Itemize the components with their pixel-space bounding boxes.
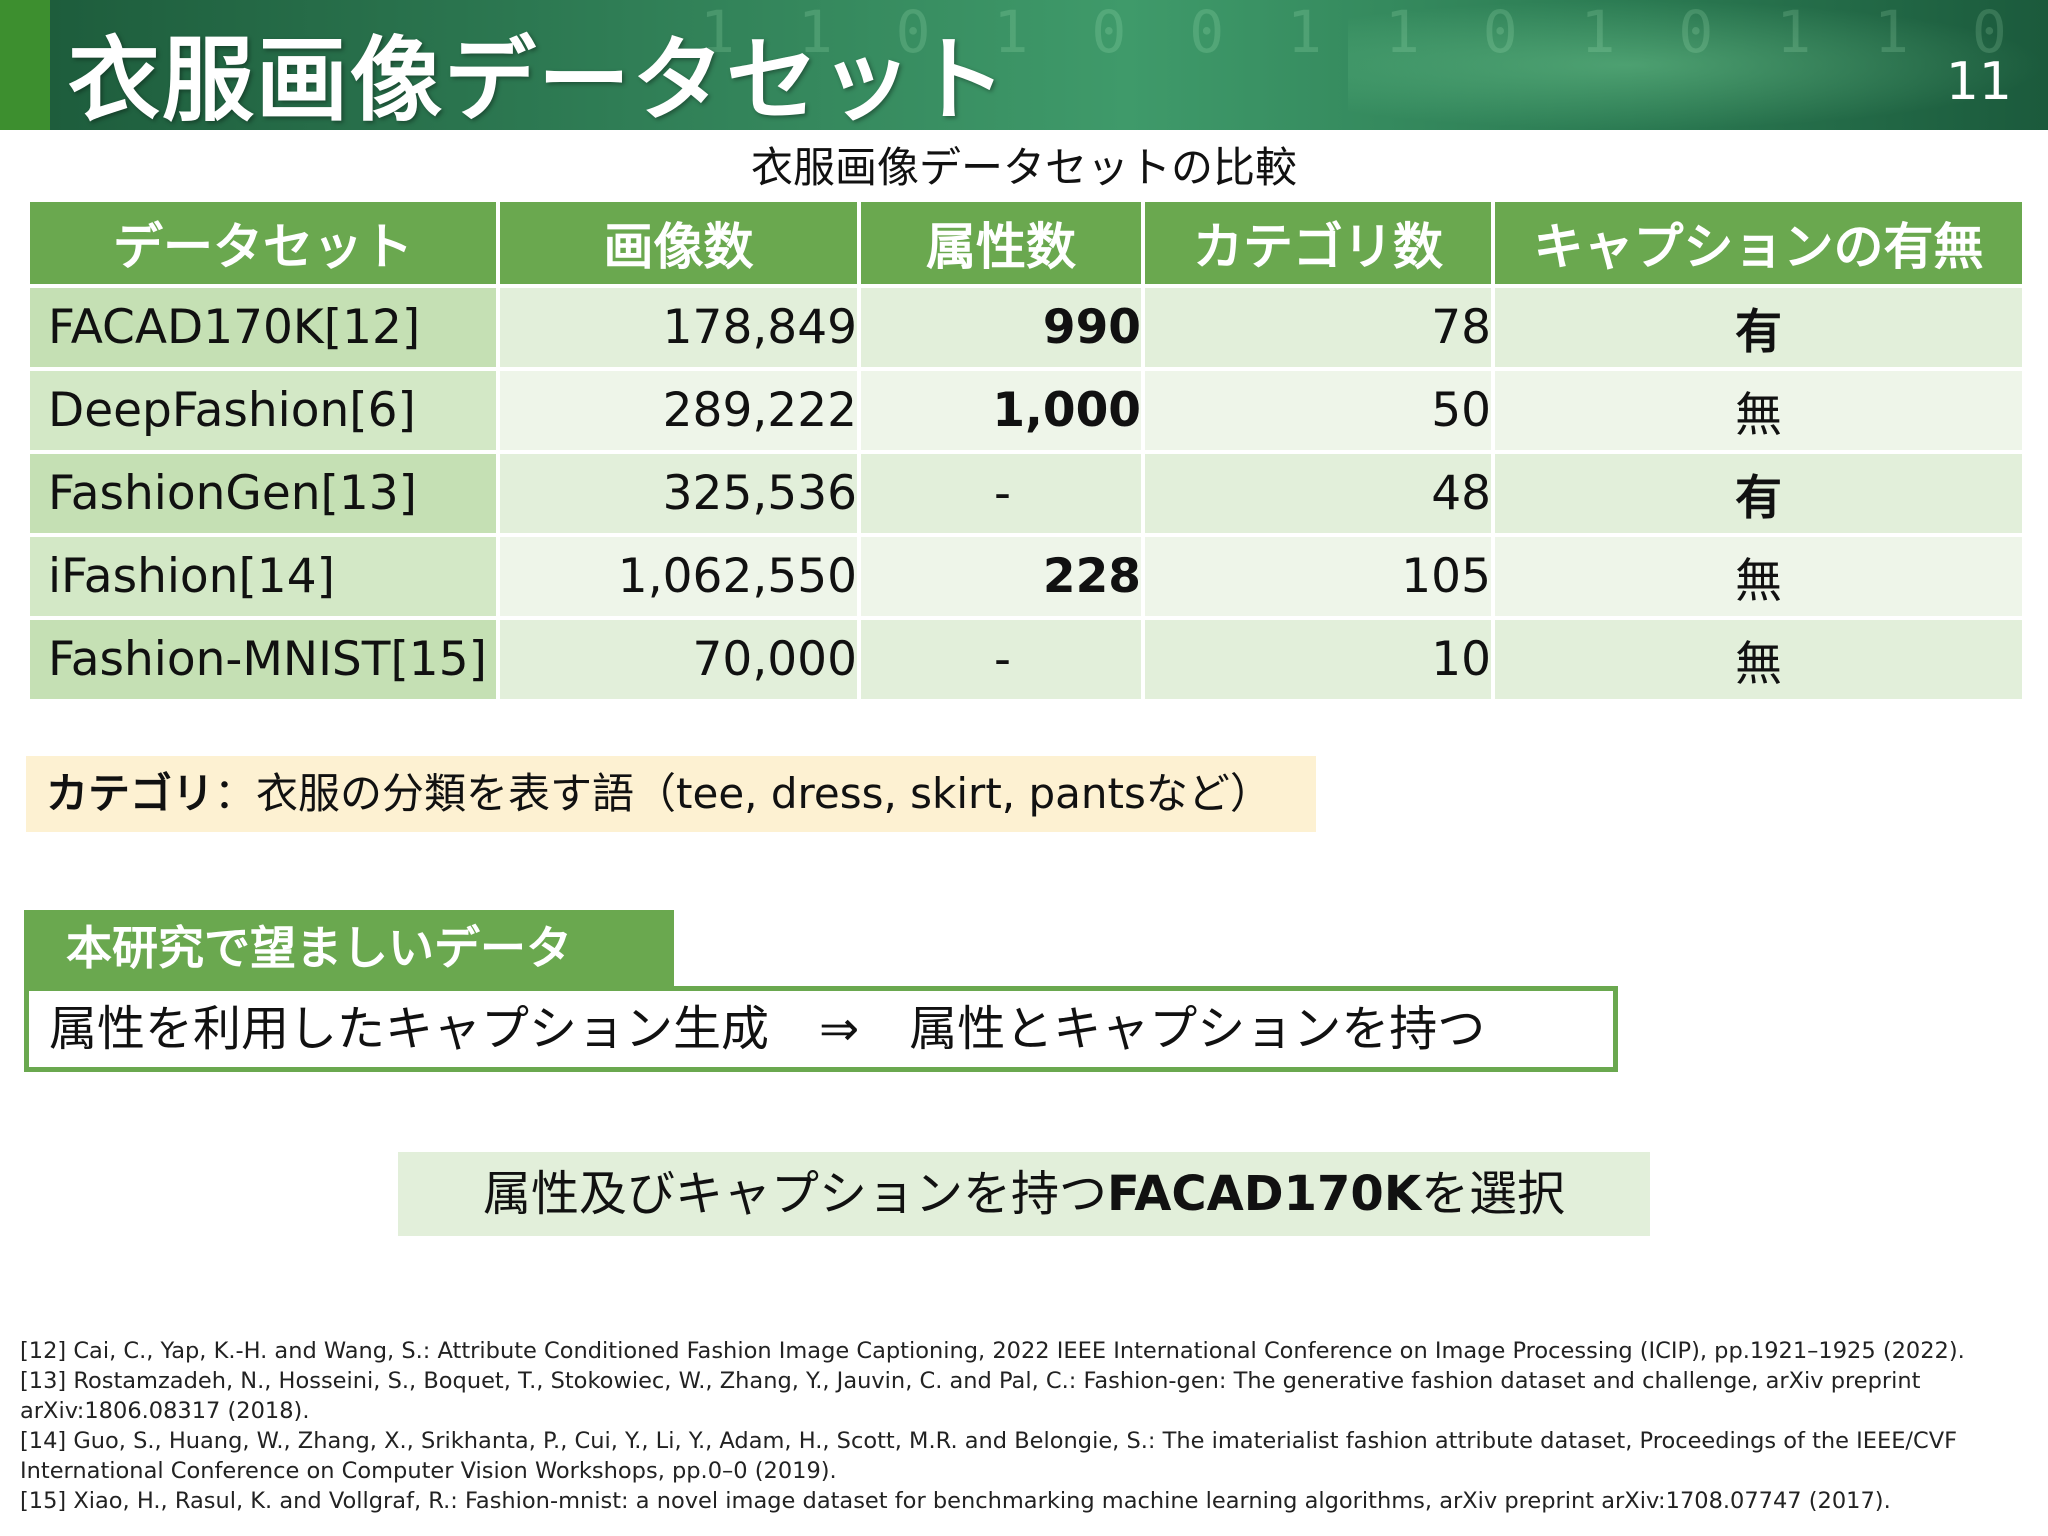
header-caption: キャプションの有無 [1495, 202, 2022, 284]
category-definition: ：衣服の分類を表す語（tee, dress, skirt, pantsなど） [214, 769, 1272, 818]
caption-availability: 無 [1495, 371, 2022, 450]
image-count: 289,222 [500, 371, 857, 450]
header-categories: カテゴリ数 [1145, 202, 1491, 284]
attribute-count: - [861, 454, 1141, 533]
image-count: 178,849 [500, 288, 857, 367]
desired-requirement: 属性とキャプションを持つ [909, 1001, 1486, 1057]
page-number: 11 [1945, 52, 2012, 112]
reference-item: [15] Xiao, H., Rasul, K. and Vollgraf, R… [20, 1488, 1891, 1514]
conclusion-suffix: を選択 [1421, 1166, 1566, 1222]
image-count: 70,000 [500, 620, 857, 699]
image-count: 325,536 [500, 454, 857, 533]
dataset-name: Fashion-MNIST[15] [30, 620, 496, 699]
arrow-icon: ⇒ [819, 1001, 860, 1057]
references: [12] Cai, C., Yap, K.-H. and Wang, S.: A… [20, 1336, 2030, 1516]
header-attributes: 属性数 [861, 202, 1141, 284]
slide-header: 1 1 0 1 0 0 1 1 0 1 0 1 1 0 0 1 0 1 1 0 … [0, 0, 2048, 130]
table-caption: 衣服画像データセットの比較 [750, 143, 1297, 192]
conclusion-box: 属性及びキャプションを持つFACAD170Kを選択 [398, 1152, 1650, 1236]
header-images: 画像数 [500, 202, 857, 284]
dataset-name: DeepFashion[6] [30, 371, 496, 450]
header-dataset: データセット [30, 202, 496, 284]
table-row: FashionGen[13] 325,536 - 48 有 [30, 454, 2022, 533]
caption-availability: 無 [1495, 620, 2022, 699]
category-count: 50 [1145, 371, 1491, 450]
conclusion-prefix: 属性及びキャプションを持つ [482, 1166, 1107, 1222]
reference-item: [12] Cai, C., Yap, K.-H. and Wang, S.: A… [20, 1338, 1965, 1364]
attribute-count: 228 [861, 537, 1141, 616]
attribute-count: - [861, 620, 1141, 699]
image-count: 1,062,550 [500, 537, 857, 616]
attribute-count: 1,000 [861, 371, 1141, 450]
desired-goal: 属性を利用したキャプション生成 [49, 1001, 770, 1057]
category-count: 105 [1145, 537, 1491, 616]
category-count: 78 [1145, 288, 1491, 367]
dataset-name: iFashion[14] [30, 537, 496, 616]
dataset-name: FashionGen[13] [30, 454, 496, 533]
category-term: カテゴリ [46, 769, 215, 818]
category-count: 48 [1145, 454, 1491, 533]
header-glow [1348, 0, 2048, 130]
header-binary-background: 1 1 0 1 0 0 1 1 0 1 0 1 1 0 0 1 0 1 1 0 … [700, 0, 2048, 66]
desired-data-label: 本研究で望ましいデータ [24, 910, 674, 986]
header-accent-bar [0, 0, 50, 130]
reference-item: [14] Guo, S., Huang, W., Zhang, X., Srik… [20, 1428, 1958, 1484]
table-row: FACAD170K[12] 178,849 990 78 有 [30, 288, 2022, 367]
reference-item: [13] Rostamzadeh, N., Hosseini, S., Boqu… [20, 1368, 1921, 1424]
category-definition-note: カテゴリ：衣服の分類を表す語（tee, dress, skirt, pantsな… [26, 756, 1316, 832]
category-count: 10 [1145, 620, 1491, 699]
dataset-comparison-table: データセット 画像数 属性数 カテゴリ数 キャプションの有無 FACAD170K… [26, 198, 2026, 703]
caption-availability: 有 [1495, 454, 2022, 533]
table-row: iFashion[14] 1,062,550 228 105 無 [30, 537, 2022, 616]
table-header-row: データセット 画像数 属性数 カテゴリ数 キャプションの有無 [30, 202, 2022, 284]
caption-availability: 無 [1495, 537, 2022, 616]
slide-title: 衣服画像データセット [68, 27, 1009, 130]
attribute-count: 990 [861, 288, 1141, 367]
table-row: Fashion-MNIST[15] 70,000 - 10 無 [30, 620, 2022, 699]
caption-availability: 有 [1495, 288, 2022, 367]
conclusion-dataset: FACAD170K [1106, 1166, 1422, 1222]
dataset-name: FACAD170K[12] [30, 288, 496, 367]
desired-data-box: 属性を利用したキャプション生成 ⇒ 属性とキャプションを持つ [24, 986, 1618, 1072]
table-row: DeepFashion[6] 289,222 1,000 50 無 [30, 371, 2022, 450]
